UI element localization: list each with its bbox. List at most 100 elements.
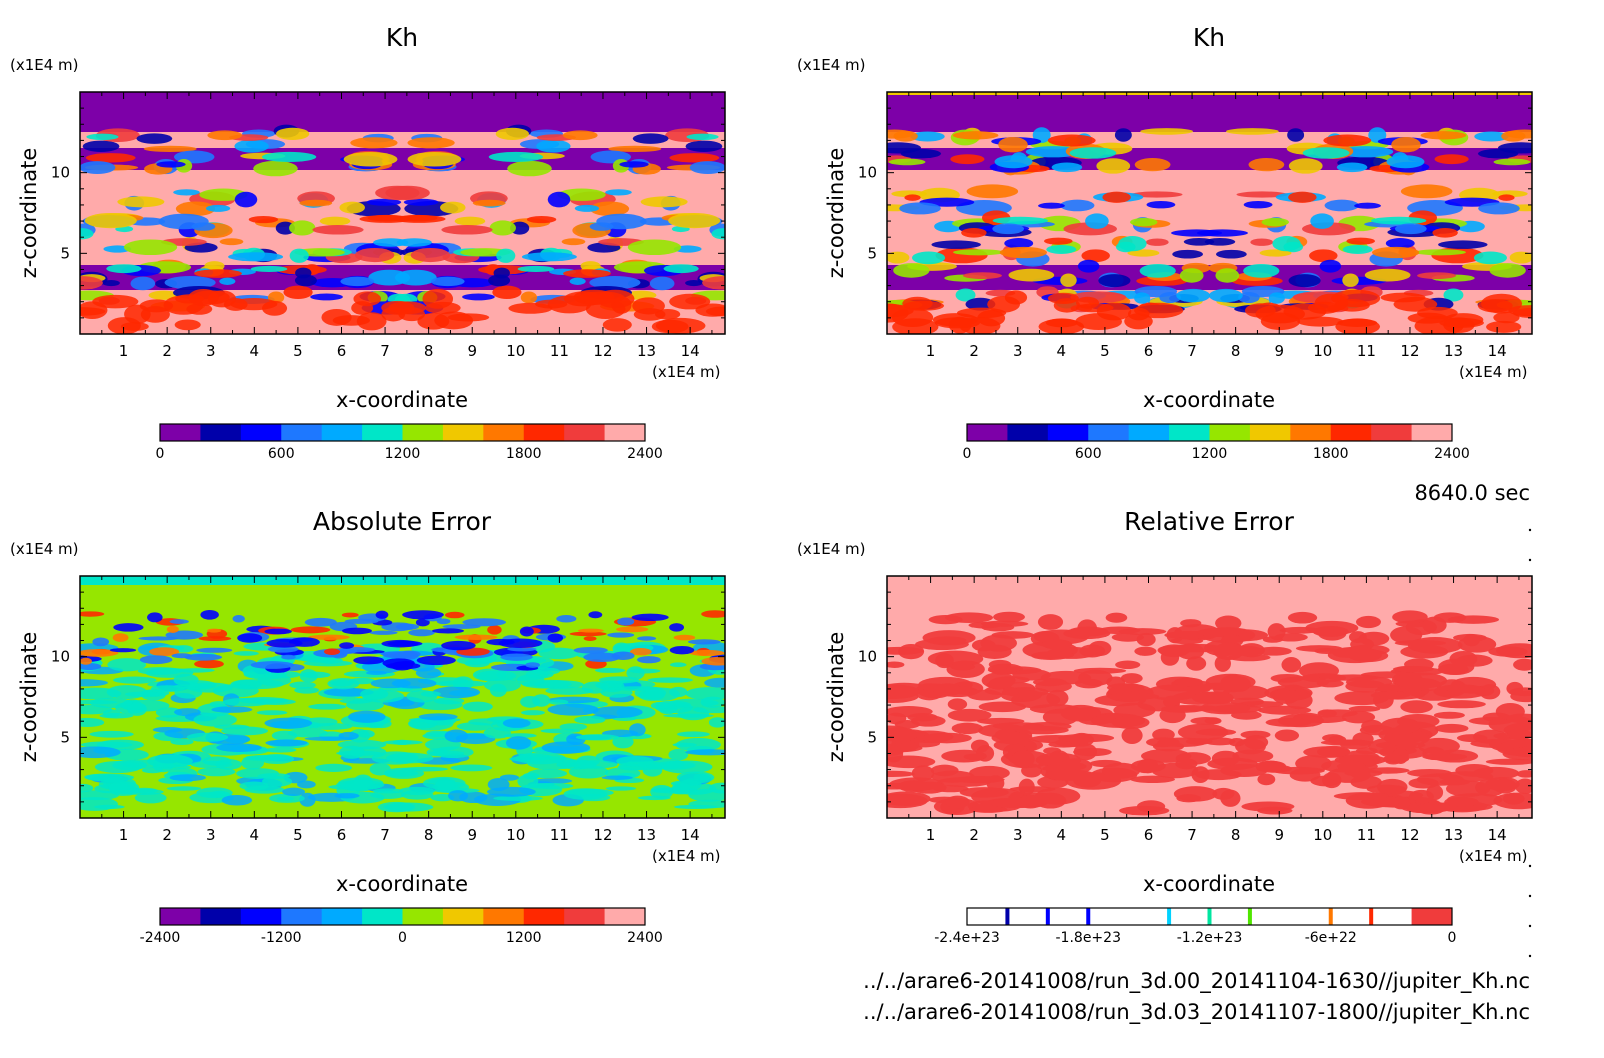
contour-blob [80, 228, 94, 240]
y-axis-label: z-coordinate [824, 632, 848, 763]
y-axis-label: z-coordinate [824, 148, 848, 279]
contour-blob [1422, 616, 1447, 634]
contour-blob [967, 689, 1002, 701]
colorbar-cell [402, 908, 444, 925]
contour-blob [1509, 251, 1532, 264]
contour-blob [1346, 237, 1375, 245]
contour-blob [1265, 718, 1312, 727]
contour-blob [947, 698, 968, 711]
contour-blob [1204, 737, 1236, 746]
colorbar-frame [159, 423, 646, 442]
colorbar-tick-label: 1200 [385, 446, 421, 462]
contour-blob-red [1307, 301, 1341, 314]
x-tick-label: 13 [637, 826, 656, 844]
x-tick-label: 13 [1444, 342, 1463, 360]
contour-blob [1106, 676, 1126, 689]
contour-blob-red [902, 296, 933, 311]
contour-blob [668, 212, 721, 229]
contour-blob [1437, 700, 1486, 709]
colorbar-cell [362, 424, 403, 441]
contour-blob [702, 276, 725, 290]
x-tick-label: 10 [506, 826, 525, 844]
x-axis-label: x-coordinate [336, 388, 468, 412]
contour-blob [1130, 775, 1176, 784]
contour-blob [310, 293, 343, 301]
contour-blob [407, 137, 455, 149]
contour-blob [1173, 677, 1203, 687]
contour-blob [1120, 673, 1143, 684]
contour-blob [487, 625, 502, 635]
contour-blob [545, 686, 594, 695]
plot-frame [886, 575, 1533, 819]
contour-blob [1248, 158, 1285, 172]
contour-blob [219, 238, 244, 246]
contour-blob [1345, 676, 1393, 688]
x-tick-label: 12 [1400, 342, 1419, 360]
contour-blob [1434, 154, 1469, 165]
contour-blob [80, 705, 113, 715]
contour-blob [1060, 704, 1102, 722]
x-tick-label: 9 [467, 342, 477, 360]
contour-blob [440, 201, 466, 214]
contour-blob [169, 774, 206, 782]
contour-blob [107, 658, 147, 672]
field-structures [887, 610, 1532, 816]
contour-blob [1032, 127, 1051, 143]
contour-blob [607, 632, 635, 638]
contour-blob [1096, 158, 1131, 174]
x-tick-label: 14 [681, 342, 700, 360]
contour-blob [234, 191, 258, 208]
contour-blob [495, 127, 530, 140]
contour-blob [588, 611, 603, 619]
contour-blob [483, 678, 521, 692]
contour-blob [1032, 678, 1067, 687]
contour-blob [632, 133, 669, 144]
contour-blob [701, 656, 725, 666]
contour-blob [601, 775, 633, 780]
contour-blob [643, 687, 680, 701]
contour-blob [1474, 131, 1509, 142]
x-tick-label: 8 [424, 826, 434, 844]
contour-blob [1172, 249, 1203, 259]
contour-blob [672, 781, 691, 794]
contour-blob [1146, 737, 1180, 748]
x-tick-label: 11 [550, 826, 569, 844]
plot-area [887, 92, 1532, 334]
contour-blob [308, 703, 347, 710]
contour-blob [1211, 750, 1240, 767]
x-tick-label: 2 [162, 826, 172, 844]
x-ticks: 1 2 3 4 5 6 7 8 9 10 11 12 13 14 [101, 92, 713, 360]
contour-blob [85, 153, 136, 163]
y-tick-label: 10 [858, 648, 877, 666]
contour-blob [887, 251, 910, 264]
contour-blob [193, 712, 237, 727]
contour-blob [436, 680, 488, 687]
contour-blob [953, 249, 1005, 256]
contour-blob-red [351, 301, 374, 315]
plot-area [80, 576, 725, 818]
contour-blob [1134, 646, 1157, 656]
colorbar-cell [564, 908, 606, 925]
contour-blob [1183, 237, 1215, 246]
contour-blob [1118, 235, 1147, 252]
contour-blob [1274, 729, 1300, 742]
contour-blob [1257, 773, 1276, 786]
contour-blob [166, 786, 202, 791]
contour-blob [248, 215, 279, 224]
contour-blob [1146, 200, 1176, 209]
contour-blob [569, 277, 586, 285]
contour-blob [1514, 778, 1532, 794]
contour-blob [236, 768, 279, 779]
contour-blob [619, 161, 649, 168]
contour-blob [1348, 705, 1381, 712]
contour-blob [1257, 806, 1293, 815]
contour-blob [1046, 244, 1077, 254]
colorbar-cell [967, 424, 1008, 441]
contour-blob-red [1335, 318, 1381, 334]
contour-blob [608, 145, 662, 153]
colorbar-cell [1209, 424, 1251, 441]
contour-blob [422, 776, 466, 790]
contour-blob [1054, 651, 1074, 659]
contour-blob [221, 794, 253, 806]
contour-blob [386, 752, 434, 764]
